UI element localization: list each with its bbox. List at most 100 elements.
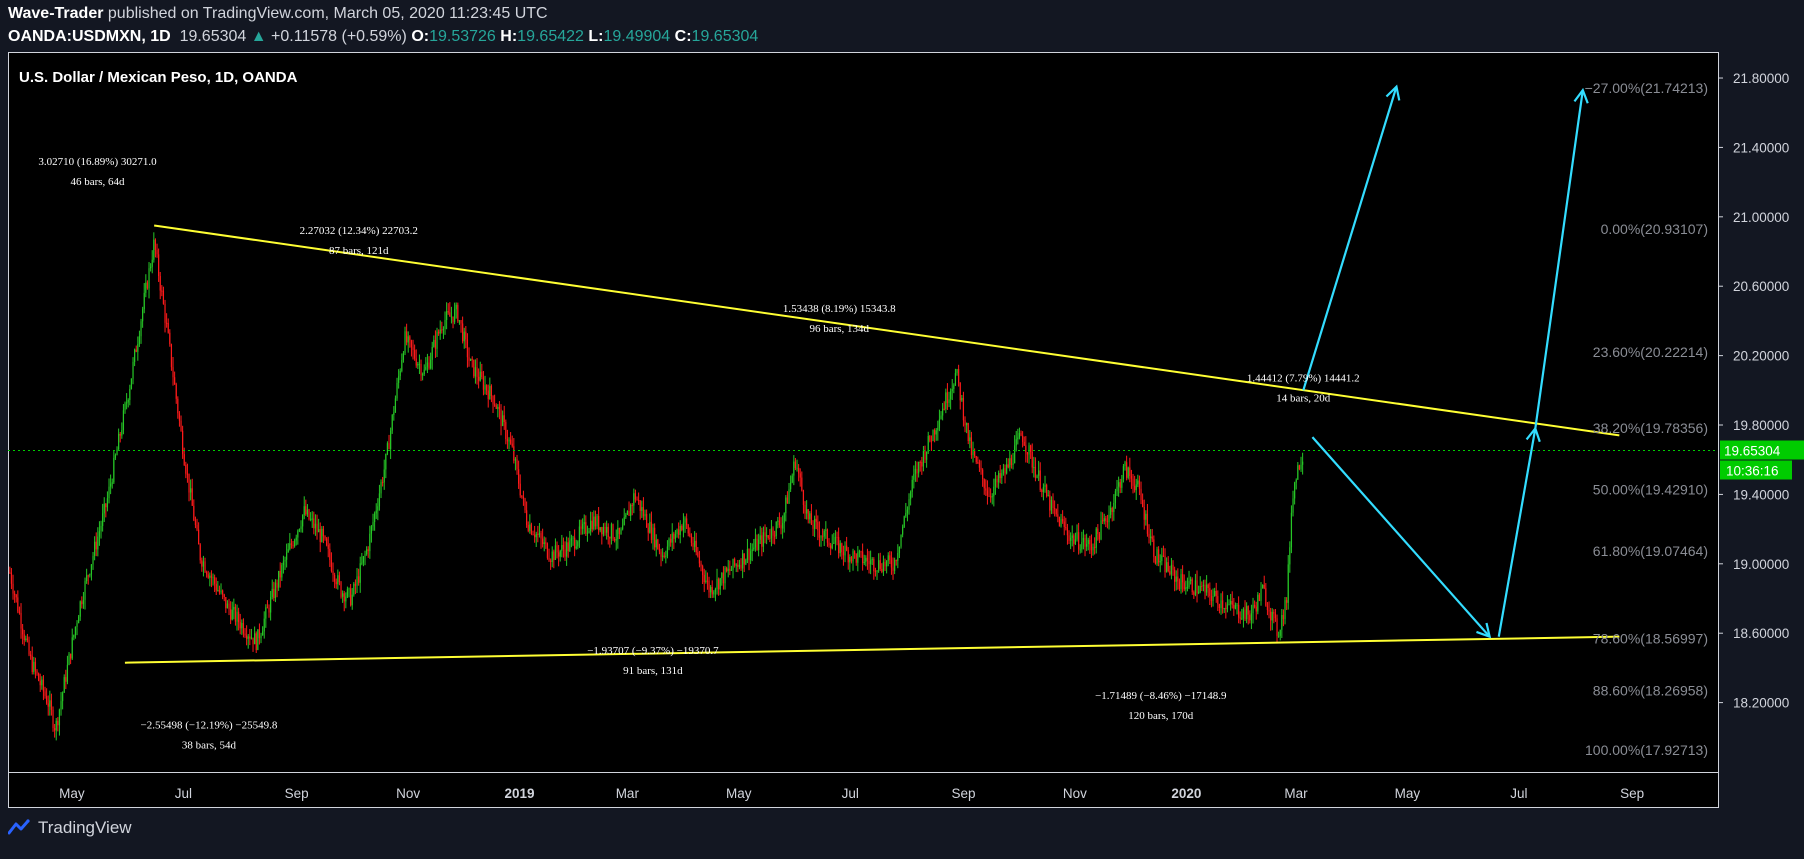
y-tick-label: 19.00000 xyxy=(1733,557,1789,572)
candle-body xyxy=(407,336,409,343)
candle-body xyxy=(263,618,265,632)
candle-body xyxy=(1198,591,1200,594)
candle-body xyxy=(412,347,414,350)
candle-body xyxy=(1127,467,1129,478)
candle-body xyxy=(1020,432,1022,436)
candle-body xyxy=(228,603,230,610)
candle-body xyxy=(246,635,248,639)
candle-body xyxy=(692,542,694,547)
candle-body xyxy=(191,488,193,506)
candle-body xyxy=(711,587,713,595)
candle-body xyxy=(844,545,846,556)
candle-body xyxy=(983,479,985,489)
y-tick-label: 18.20000 xyxy=(1733,696,1789,711)
projection-arrowhead xyxy=(1573,87,1589,104)
candle-body xyxy=(774,535,776,537)
candle-body xyxy=(1076,532,1078,540)
candle-body xyxy=(426,362,429,367)
x-tick-label: 2020 xyxy=(1171,786,1201,801)
candle-body xyxy=(169,332,171,345)
candle-body xyxy=(420,363,422,376)
candle-body xyxy=(786,497,789,504)
candle-body xyxy=(778,520,781,526)
projection-arrow xyxy=(1534,90,1584,429)
candle-body xyxy=(258,629,261,639)
candle-body xyxy=(126,402,128,404)
candle-body xyxy=(753,547,755,550)
candle-body xyxy=(146,282,149,289)
author-name[interactable]: Wave-Trader xyxy=(8,5,104,22)
candle-body xyxy=(316,523,318,533)
fib-level-label: 38.20%(19.78356) xyxy=(1593,420,1708,436)
candle-body xyxy=(414,349,416,359)
candle-body xyxy=(132,361,134,379)
candle-body xyxy=(166,322,168,324)
candle-body xyxy=(1119,482,1121,488)
candle-body xyxy=(39,680,41,686)
candle-body xyxy=(876,570,878,572)
candle-body xyxy=(1063,521,1065,527)
candle-body xyxy=(697,552,699,557)
fib-level-label: 61.80%(19.07464) xyxy=(1593,543,1708,559)
candle-body xyxy=(1204,584,1206,593)
candle-body xyxy=(905,512,907,517)
high-value: 19.65422 xyxy=(517,28,584,45)
tradingview-footer[interactable]: TradingView xyxy=(8,818,132,838)
y-tick-label: 20.20000 xyxy=(1733,349,1789,364)
candle-body xyxy=(737,564,739,567)
candle-body xyxy=(562,545,565,550)
candle-body xyxy=(1070,537,1072,541)
candle-body xyxy=(186,473,189,475)
candle-body xyxy=(148,268,150,289)
candle-body xyxy=(1031,452,1033,468)
candle-body xyxy=(1103,518,1105,522)
candle-body xyxy=(754,538,757,548)
candle-body xyxy=(1142,500,1144,507)
candle-body xyxy=(924,450,926,460)
candle-body xyxy=(794,461,797,468)
x-tick-label: May xyxy=(59,786,85,801)
candle-body xyxy=(46,695,48,704)
candle-body xyxy=(556,545,558,553)
candle-body xyxy=(642,507,645,517)
candle-body xyxy=(159,276,161,291)
candle-body xyxy=(668,538,670,547)
candle-body xyxy=(338,575,341,583)
candle-body xyxy=(950,391,952,400)
candle-body xyxy=(508,439,510,442)
candle-body xyxy=(257,629,259,650)
candle-body xyxy=(1202,584,1205,587)
candle-body xyxy=(879,560,881,569)
candle-body xyxy=(1050,499,1053,511)
candle-body xyxy=(238,611,240,623)
candle-body xyxy=(865,557,867,562)
candle-body xyxy=(1006,464,1008,474)
candle-body xyxy=(446,311,448,320)
candle-body xyxy=(919,461,921,463)
candle-body xyxy=(636,499,638,501)
candle-body xyxy=(31,656,33,672)
candle-body xyxy=(47,703,49,707)
candle-body xyxy=(62,692,64,702)
candle-body xyxy=(302,515,304,527)
candle-body xyxy=(686,518,688,526)
tradingview-brand[interactable]: TradingView xyxy=(38,818,132,837)
candle-body xyxy=(1098,533,1101,540)
candle-body xyxy=(502,415,504,426)
candle-body xyxy=(1257,594,1259,612)
plot-background[interactable] xyxy=(8,52,1718,807)
candle-body xyxy=(694,540,696,547)
candle-body xyxy=(388,443,390,450)
candle-body xyxy=(1009,458,1011,468)
candle-body xyxy=(566,542,568,557)
candle-body xyxy=(60,701,62,710)
open-label: O: xyxy=(411,28,430,45)
measure-label-bars: 96 bars, 134d xyxy=(809,323,869,335)
candle-body xyxy=(447,311,449,313)
candle-body xyxy=(871,559,873,561)
candle-body xyxy=(780,525,782,529)
candle-body xyxy=(836,536,838,538)
candle-body xyxy=(377,506,379,511)
